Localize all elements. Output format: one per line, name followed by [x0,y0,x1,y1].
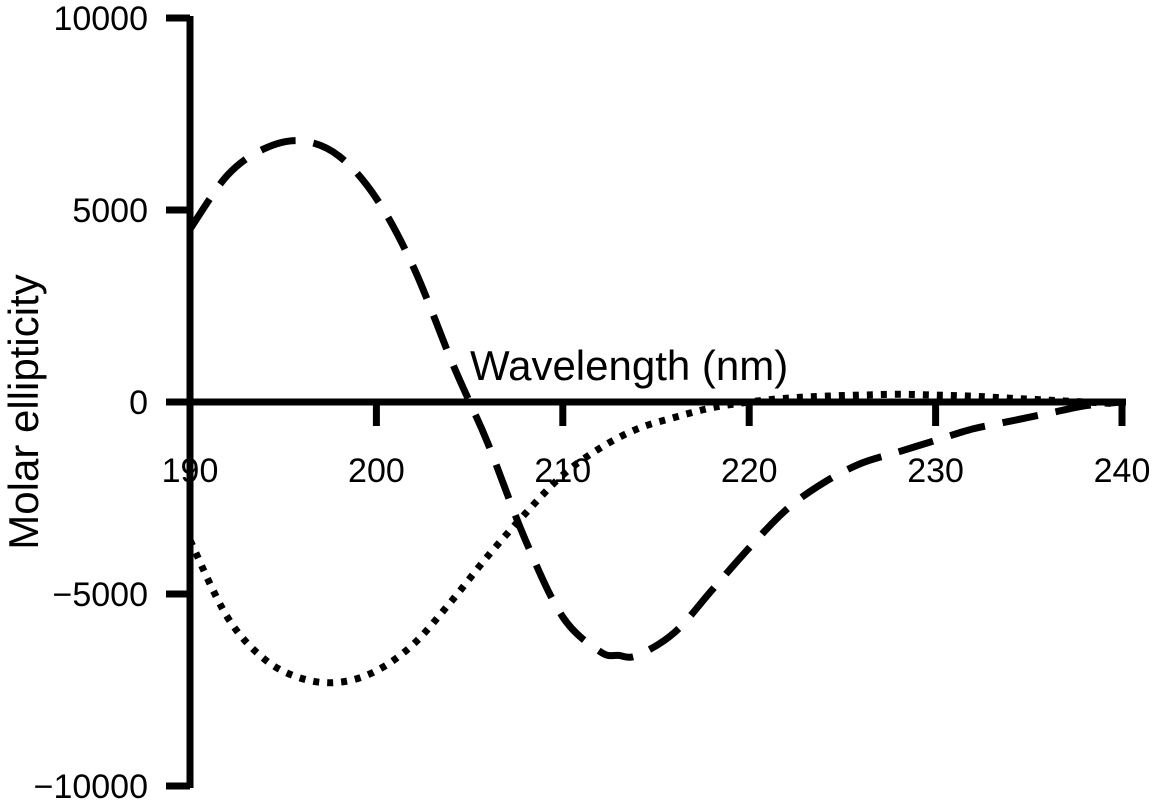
y-tick-label: 5000 [72,192,148,230]
y-tick-label: −5000 [53,576,149,614]
y-axis-title: Molar ellipticity [0,274,47,549]
y-tick-label: 0 [129,384,148,422]
x-tick-label: 240 [1094,452,1151,490]
x-tick-label: 220 [721,452,778,490]
x-axis-title: Wavelength (nm) [470,342,788,389]
x-tick-label: 200 [348,452,405,490]
y-tick-label: 10000 [53,0,148,38]
series-layer [186,137,1123,687]
series-dashed-line [187,137,1123,661]
series-dotted-line [186,390,1123,687]
x-tick-label: 190 [162,452,219,490]
x-tick-label: 230 [907,452,964,490]
x-axis: 190 200 210 220 230 240 [162,398,1151,490]
y-axis: 10000 5000 0 −5000 −10000 [34,0,194,802]
y-tick-label: −10000 [34,768,148,802]
